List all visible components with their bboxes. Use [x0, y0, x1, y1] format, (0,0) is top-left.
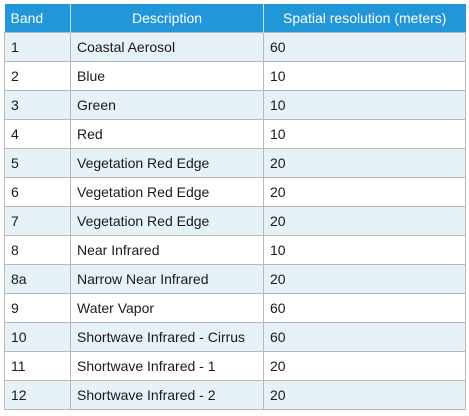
cell-description: Red: [70, 119, 264, 149]
cell-description: Vegetation Red Edge: [70, 206, 264, 236]
band-table: Band Description Spatial resolution (met…: [4, 4, 466, 410]
cell-resolution: 60: [263, 322, 466, 352]
cell-band: 8: [4, 235, 71, 265]
cell-band: 2: [4, 61, 71, 91]
table-header: Band Description Spatial resolution (met…: [4, 4, 466, 33]
table-row: 9 Water Vapor 60: [4, 293, 466, 323]
table-row: 7 Vegetation Red Edge 20: [4, 206, 466, 236]
cell-description: Coastal Aerosol: [70, 32, 264, 62]
cell-resolution: 20: [263, 351, 466, 381]
cell-resolution: 60: [263, 293, 466, 323]
cell-band: 3: [4, 90, 71, 120]
cell-resolution: 20: [263, 206, 466, 236]
cell-description: Water Vapor: [70, 293, 264, 323]
table-row: 8a Narrow Near Infrared 20: [4, 264, 466, 294]
cell-description: Narrow Near Infrared: [70, 264, 264, 294]
cell-resolution: 20: [263, 177, 466, 207]
cell-band: 9: [4, 293, 71, 323]
table-row: 12 Shortwave Infrared - 2 20: [4, 380, 466, 410]
cell-band: 6: [4, 177, 71, 207]
table-body: 1 Coastal Aerosol 60 2 Blue 10 3 Green 10 4 Red 10 5…: [4, 32, 466, 410]
cell-description: Vegetation Red Edge: [70, 177, 264, 207]
cell-resolution: 10: [263, 119, 466, 149]
cell-band: 10: [4, 322, 71, 352]
table-row: 2 Blue 10: [4, 61, 466, 91]
cell-resolution: 10: [263, 61, 466, 91]
cell-band: 1: [4, 32, 71, 62]
cell-band: 4: [4, 119, 71, 149]
header-row: Band Description Spatial resolution (met…: [4, 4, 466, 33]
cell-band: 11: [4, 351, 71, 381]
table-row: 11 Shortwave Infrared - 1 20: [4, 351, 466, 381]
table-row: 6 Vegetation Red Edge 20: [4, 177, 466, 207]
table-row: 8 Near Infrared 10: [4, 235, 466, 265]
cell-description: Near Infrared: [70, 235, 264, 265]
cell-band: 12: [4, 380, 71, 410]
cell-description: Shortwave Infrared - 1: [70, 351, 264, 381]
cell-band: 5: [4, 148, 71, 178]
cell-band: 7: [4, 206, 71, 236]
cell-resolution: 20: [263, 380, 466, 410]
cell-description: Shortwave Infrared - 2: [70, 380, 264, 410]
table-row: 3 Green 10: [4, 90, 466, 120]
header-band: Band: [4, 4, 71, 33]
cell-resolution: 60: [263, 32, 466, 62]
cell-band: 8a: [4, 264, 71, 294]
cell-description: Green: [70, 90, 264, 120]
header-description: Description: [70, 4, 264, 33]
cell-description: Shortwave Infrared - Cirrus: [70, 322, 264, 352]
table-row: 1 Coastal Aerosol 60: [4, 32, 466, 62]
header-resolution: Spatial resolution (meters): [263, 4, 466, 33]
cell-resolution: 10: [263, 235, 466, 265]
cell-resolution: 10: [263, 90, 466, 120]
table-row: 5 Vegetation Red Edge 20: [4, 148, 466, 178]
cell-resolution: 20: [263, 264, 466, 294]
cell-description: Blue: [70, 61, 264, 91]
cell-resolution: 20: [263, 148, 466, 178]
table-row: 10 Shortwave Infrared - Cirrus 60: [4, 322, 466, 352]
table-row: 4 Red 10: [4, 119, 466, 149]
cell-description: Vegetation Red Edge: [70, 148, 264, 178]
